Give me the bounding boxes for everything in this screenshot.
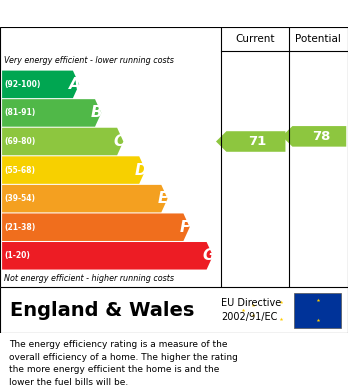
Polygon shape — [2, 156, 145, 184]
Text: Energy Efficiency Rating: Energy Efficiency Rating — [9, 6, 211, 21]
Text: B: B — [91, 106, 103, 120]
Text: (39-54): (39-54) — [5, 194, 35, 203]
Text: C: C — [113, 134, 125, 149]
Polygon shape — [216, 131, 285, 152]
Text: Very energy efficient - lower running costs: Very energy efficient - lower running co… — [4, 56, 174, 65]
Text: A: A — [69, 77, 81, 92]
Text: Potential: Potential — [295, 34, 341, 43]
Polygon shape — [2, 99, 101, 127]
Bar — [294, 292, 341, 328]
Text: G: G — [202, 248, 215, 263]
Text: 71: 71 — [248, 135, 267, 148]
Text: E: E — [158, 191, 168, 206]
Text: EU Directive
2002/91/EC: EU Directive 2002/91/EC — [221, 298, 281, 322]
Polygon shape — [2, 242, 213, 269]
Text: D: D — [135, 163, 148, 178]
Text: England & Wales: England & Wales — [10, 301, 195, 319]
Polygon shape — [2, 71, 79, 98]
Text: Not energy efficient - higher running costs: Not energy efficient - higher running co… — [4, 274, 174, 283]
Text: F: F — [180, 220, 190, 235]
Polygon shape — [282, 126, 346, 147]
Text: Current: Current — [235, 34, 275, 43]
Text: (1-20): (1-20) — [5, 251, 30, 260]
Text: (69-80): (69-80) — [5, 137, 36, 146]
Polygon shape — [2, 128, 124, 155]
Text: (21-38): (21-38) — [5, 223, 36, 232]
Text: (81-91): (81-91) — [5, 108, 36, 117]
Text: 78: 78 — [312, 130, 330, 143]
Text: (55-68): (55-68) — [5, 165, 35, 174]
Text: The energy efficiency rating is a measure of the
overall efficiency of a home. T: The energy efficiency rating is a measur… — [9, 340, 238, 387]
Polygon shape — [2, 213, 190, 241]
Polygon shape — [2, 185, 168, 212]
Text: (92-100): (92-100) — [5, 80, 41, 89]
